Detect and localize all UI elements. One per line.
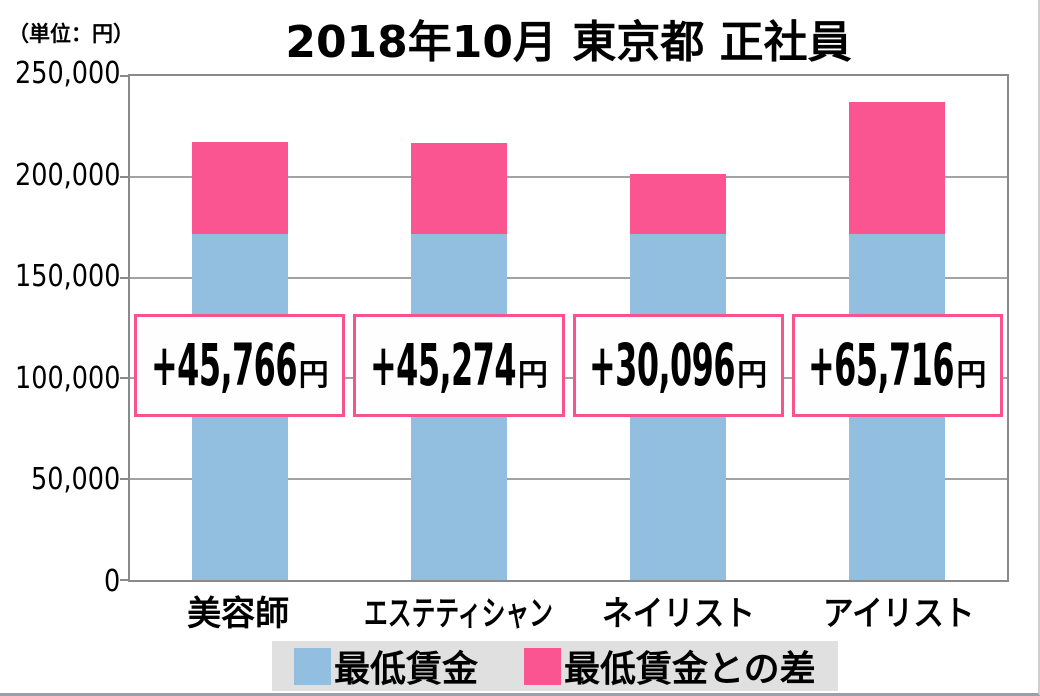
axis-tick (120, 579, 128, 581)
wage-gap-bar-segment (849, 102, 946, 235)
value-label-box: +45,766 円 (134, 313, 346, 417)
gridline (130, 377, 1007, 380)
legend-label: 最低賃金との差 (564, 649, 816, 690)
bar-column: +65,716 円 (788, 76, 1007, 580)
yen-suffix: 円 (737, 358, 768, 394)
value-label: +65,716 円 (808, 331, 987, 400)
axis-tick (120, 478, 128, 481)
yen-suffix: 円 (956, 358, 987, 394)
y-axis-tick-label: 200,000 (14, 157, 120, 193)
x-axis-label: 美容師 (187, 594, 290, 634)
chart-title: 2018年10月 東京都 正社員 (285, 17, 852, 68)
legend-swatch-min-wage (294, 647, 331, 685)
axis-tick (120, 75, 128, 77)
bar-column: +45,766 円 (130, 76, 349, 580)
bar-column: +30,096 円 (569, 76, 788, 580)
bar-column: +45,274 円 (349, 76, 568, 580)
legend: 最低賃金 最低賃金との差 (272, 641, 838, 691)
axis-tick (120, 276, 128, 279)
gridline (130, 175, 1007, 178)
y-axis-tick-label: 50,000 (30, 462, 121, 498)
value-label: +45,274 円 (369, 331, 548, 400)
gridline (130, 478, 1007, 481)
y-axis-unit-label: （単位：円） (8, 22, 134, 46)
axis-tick (120, 175, 128, 178)
x-axis: 美容師 エステティシャン ネイリスト アイリスト (128, 590, 1009, 638)
yen-suffix: 円 (517, 358, 548, 394)
yen-suffix: 円 (298, 358, 329, 394)
value-label-box: +45,274 円 (353, 313, 565, 417)
value-label: +45,766 円 (150, 331, 329, 400)
value-label: +30,096 円 (589, 331, 768, 400)
axis-tick (120, 377, 128, 380)
legend-item: 最低賃金 (294, 640, 478, 692)
gridline (130, 276, 1007, 279)
y-axis: 250,000 200,000 150,000 100,000 50,000 0 (0, 58, 121, 598)
y-axis-tick-label: 150,000 (14, 259, 120, 295)
wage-gap-bar-segment (410, 143, 507, 235)
wage-gap-bar-segment (191, 142, 288, 235)
legend-item: 最低賃金との差 (524, 640, 816, 692)
wage-gap-bar-segment (630, 173, 727, 235)
x-axis-label: ネイリスト (602, 594, 756, 634)
value-label-box: +65,716 円 (791, 313, 1003, 417)
plot-area: +45,766 円 +45,274 円 +30,096 円 +65,716 円 (120, 74, 1009, 582)
legend-swatch-gap (524, 647, 562, 685)
y-axis-tick-label: 250,000 (14, 56, 120, 91)
y-axis-tick-label: 100,000 (14, 360, 120, 396)
x-axis-label: アイリスト (823, 594, 975, 634)
bar-columns: +45,766 円 +45,274 円 +30,096 円 +65,716 円 (130, 76, 1007, 580)
legend-label: 最低賃金 (334, 649, 479, 690)
x-axis-label: エステティシャン (363, 594, 553, 634)
value-label-box: +30,096 円 (572, 313, 784, 417)
y-axis-tick-label: 0 (103, 564, 121, 599)
